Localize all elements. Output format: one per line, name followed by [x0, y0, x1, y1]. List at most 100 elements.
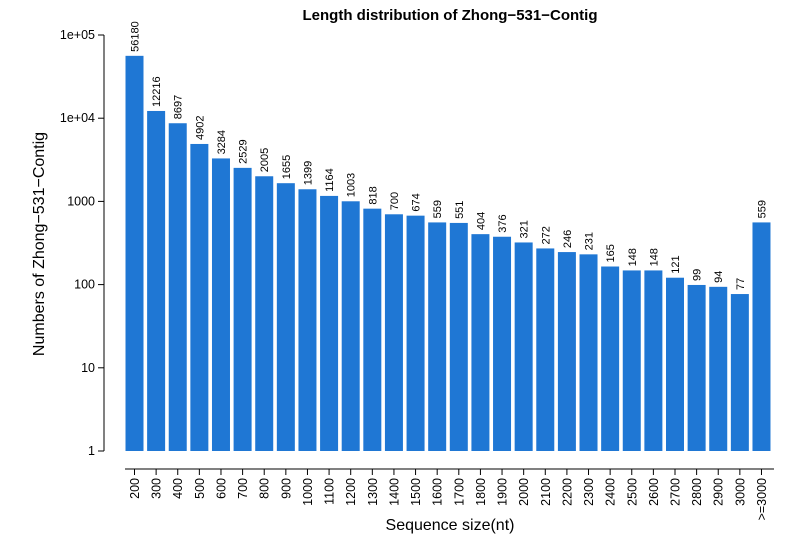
bar-value-label: 1003 [346, 173, 358, 197]
x-tick-label: 1900 [496, 478, 510, 506]
y-axis-label: Numbers of Zhong−531−Contig [31, 132, 48, 356]
bar-value-label: 8697 [173, 95, 185, 119]
bar [211, 158, 230, 452]
x-tick-label: 1200 [344, 478, 358, 506]
x-tick-label: 1700 [452, 478, 466, 506]
bar-value-label: 2529 [238, 139, 250, 163]
bar [536, 248, 555, 451]
bar [363, 208, 382, 451]
x-tick-label: 1400 [387, 478, 401, 506]
bar [341, 201, 360, 451]
bar [190, 143, 209, 451]
bar [428, 222, 447, 451]
bar [298, 189, 317, 452]
bar-value-label: 321 [519, 220, 531, 238]
bar [579, 254, 598, 451]
bar-value-label: 2005 [259, 148, 271, 172]
bar-value-label: 94 [713, 271, 725, 283]
x-tick-label: 2300 [582, 478, 596, 506]
x-tick-label: 2800 [690, 478, 704, 506]
bar [666, 277, 684, 451]
bar [255, 176, 274, 451]
bar-value-label: 551 [454, 201, 466, 219]
y-tick-label: 1000 [67, 194, 95, 208]
x-tick-label: 1100 [323, 478, 337, 505]
x-tick-label: 2100 [539, 478, 553, 506]
bar-value-label: 674 [411, 193, 423, 211]
x-tick-label: 1600 [431, 478, 445, 506]
y-ticks: 1 10 100 1000 1e+04 1e+05 [60, 28, 104, 458]
bar [320, 195, 339, 451]
bar [752, 222, 771, 451]
bar [168, 123, 187, 452]
x-tick-label: 2900 [712, 478, 726, 506]
bar [644, 270, 663, 451]
bar-value-label: 56180 [130, 21, 142, 52]
bar-value-label: 559 [432, 200, 444, 218]
x-axis-label: Sequence size(nt) [386, 517, 515, 534]
bar-value-label: 1655 [281, 155, 293, 179]
bar-value-label: 4902 [194, 115, 206, 139]
x-tick-label: 1500 [409, 478, 423, 506]
bar-value-label: 148 [648, 248, 660, 266]
y-tick-label: 100 [74, 278, 95, 292]
bar-value-label: 376 [497, 214, 509, 232]
x-ticks: 200 300 400 500 600 700 800 900 1000 1100 1200 1300… [128, 469, 769, 520]
x-tick-label: 2400 [604, 478, 618, 506]
x-tick-label: 200 [128, 478, 142, 499]
y-tick-label: 10 [81, 361, 95, 375]
bar [471, 234, 490, 451]
bar [125, 55, 144, 451]
bar-value-label: 77 [735, 278, 747, 290]
y-tick-label: 1e+05 [60, 28, 95, 42]
bar [557, 252, 576, 451]
x-tick-label: 2700 [669, 478, 683, 506]
x-tick-label: 1800 [474, 478, 488, 506]
x-tick-label: 2000 [517, 478, 531, 506]
x-tick-label: 2500 [625, 478, 639, 506]
x-tick-label: 1300 [366, 478, 380, 506]
x-tick-label: 500 [193, 478, 207, 499]
x-tick-label: 2600 [647, 478, 661, 506]
y-tick-label: 1e+04 [60, 111, 95, 125]
bar-value-label: 165 [605, 244, 617, 262]
bar-value-label: 99 [692, 269, 704, 281]
bars [125, 55, 771, 452]
bar [449, 222, 468, 451]
x-tick-label: 800 [258, 478, 272, 499]
bar [601, 266, 620, 451]
bar [687, 284, 706, 451]
x-tick-label: 3000 [733, 478, 747, 506]
bar [622, 270, 641, 451]
bar [493, 236, 512, 451]
bar [276, 183, 295, 452]
chart-title: Length distribution of Zhong−531−Contig [303, 7, 598, 24]
value-labels: 56180 12216 8697 4902 3284 2529 2005 1655 1399 11… [130, 21, 769, 290]
x-tick-label: 600 [214, 478, 228, 499]
bar-value-label: 818 [367, 186, 379, 204]
bar [233, 167, 252, 451]
x-tick-label: 1000 [301, 478, 315, 506]
bar-value-label: 12216 [151, 76, 163, 107]
bar-value-label: 231 [584, 232, 596, 250]
bar [514, 242, 533, 451]
x-tick-label: >=3000 [755, 478, 769, 520]
x-tick-label: 400 [171, 478, 185, 499]
bar-value-label: 3284 [216, 130, 228, 154]
x-tick-label: 700 [236, 478, 250, 499]
bar [406, 215, 425, 451]
bar-value-label: 1399 [302, 161, 314, 185]
bar-value-label: 559 [756, 200, 768, 218]
bar [147, 110, 166, 452]
x-tick-label: 900 [279, 478, 293, 499]
bar-value-label: 148 [627, 248, 639, 266]
x-tick-label: 2200 [560, 478, 574, 506]
bar-value-label: 404 [475, 212, 487, 230]
x-tick-label: 300 [150, 478, 164, 499]
bar-value-label: 121 [670, 255, 682, 273]
y-tick-label: 1 [88, 444, 95, 458]
bar-value-label: 246 [562, 230, 574, 248]
bar-value-label: 700 [389, 192, 401, 210]
bar [384, 214, 403, 451]
